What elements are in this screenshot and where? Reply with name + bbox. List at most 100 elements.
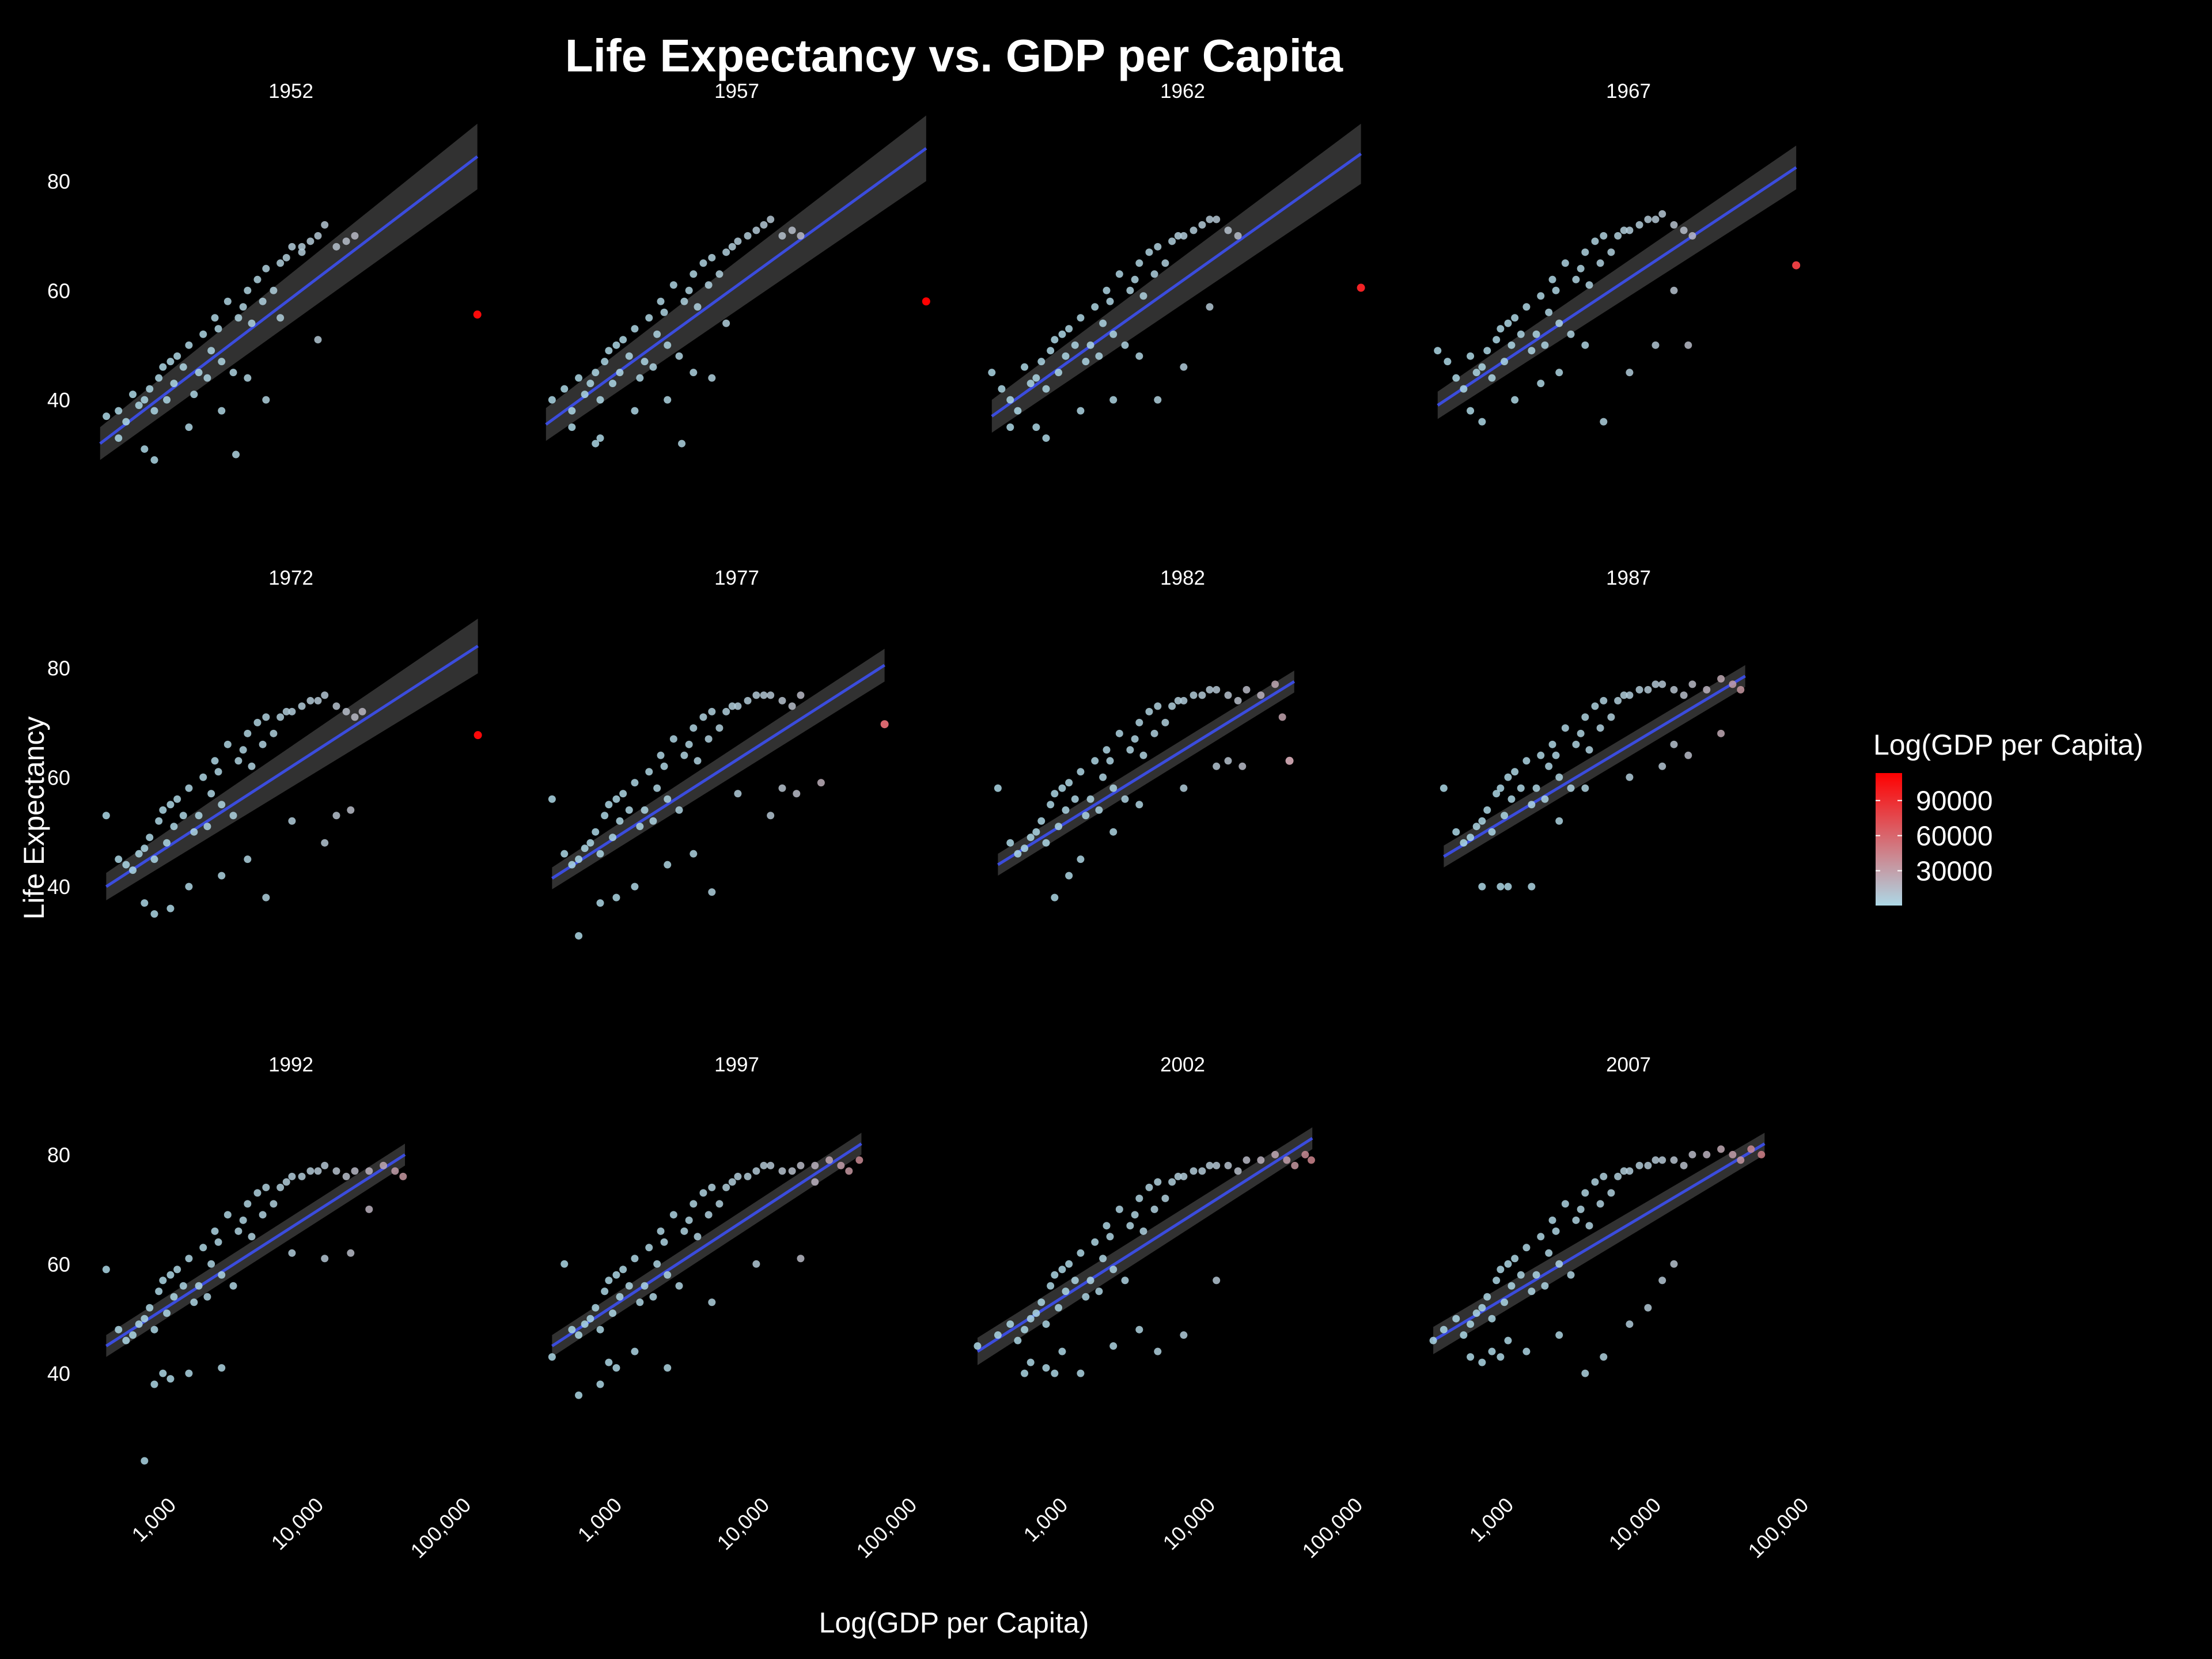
data-point [1644,1161,1652,1169]
data-point [1729,1150,1737,1158]
data-point [631,882,639,891]
facet-strip-label: 1957 [714,80,759,103]
confidence-band [106,618,478,900]
data-point [722,248,730,256]
data-point [1545,762,1553,770]
data-point [581,391,589,399]
data-point [190,828,198,836]
data-point [1591,1178,1599,1186]
data-point [641,806,649,814]
data-point [612,893,620,902]
data-point [1511,768,1519,776]
data-point [1567,330,1575,338]
data-point [675,352,683,360]
data-point [314,336,322,344]
data-point [1528,347,1536,355]
data-point [1086,795,1094,803]
outlier-point [1357,283,1365,292]
data-point [229,812,237,820]
data-point [645,768,653,776]
data-point [1032,828,1040,836]
data-point [1644,685,1652,694]
data-point [288,817,296,825]
data-point [1168,237,1176,245]
data-point [1508,795,1516,803]
data-point [1652,215,1660,224]
data-point [788,1167,796,1175]
data-point [166,904,175,912]
data-point [596,434,604,442]
data-point [115,407,123,415]
data-point [1206,1161,1214,1169]
data-point [224,297,232,305]
data-point [1488,1315,1496,1323]
data-point [1511,396,1519,404]
data-point [653,330,661,338]
data-point [1658,762,1666,770]
data-point [1658,1277,1666,1285]
data-point [1493,336,1501,344]
data-point [244,1200,252,1208]
data-point [358,707,366,715]
data-point [1037,1298,1046,1306]
data-point [1467,407,1475,415]
data-point [1065,872,1073,880]
data-point [767,812,775,820]
data-point [669,281,677,289]
data-point [1429,1336,1437,1344]
data-point [1737,685,1745,694]
data-point [218,872,226,880]
data-point [778,1167,786,1175]
data-point [1145,248,1153,256]
data-point [690,270,698,278]
outlier-point [922,297,930,306]
data-point [1607,248,1615,256]
data-point [609,380,617,388]
data-point [135,850,143,858]
data-point [1032,1309,1040,1317]
data-point [619,1266,627,1274]
data-point [276,713,285,721]
data-point [641,358,649,366]
data-point [282,707,290,715]
data-point [1271,1150,1279,1158]
data-point [708,374,716,382]
data-point [1077,1369,1085,1377]
data-point [1082,358,1090,366]
data-point [122,1336,130,1344]
data-point [1213,1161,1221,1169]
data-point [314,1167,322,1175]
data-point [1062,352,1070,360]
data-point [1213,762,1221,770]
data-point [1027,1358,1035,1366]
facet-strip-label: 2007 [1606,1054,1651,1076]
outlier-point [880,720,889,729]
data-point [1307,1156,1315,1164]
data-point [1135,718,1143,726]
data-point [601,1287,609,1296]
data-point [214,1238,222,1246]
data-point [1497,882,1505,891]
data-point [1077,1249,1085,1257]
data-point [1541,795,1549,803]
data-point [211,1227,219,1235]
facet-strip-label: 1967 [1606,80,1651,103]
data-point [1180,1172,1188,1180]
data-point [1091,757,1099,765]
data-point [664,341,672,349]
data-point [657,751,665,759]
data-point [1234,1167,1242,1175]
data-point [170,380,178,388]
data-point [321,1255,329,1263]
data-point [1086,1277,1094,1285]
data-point [1555,369,1563,377]
data-point [1206,303,1214,311]
trend-line [991,152,1362,418]
data-point [1224,757,1232,765]
data-point [699,259,707,267]
data-point [214,768,222,776]
data-point [1106,757,1114,765]
data-point [1037,817,1046,825]
data-point [1483,347,1491,355]
data-point [728,243,736,251]
